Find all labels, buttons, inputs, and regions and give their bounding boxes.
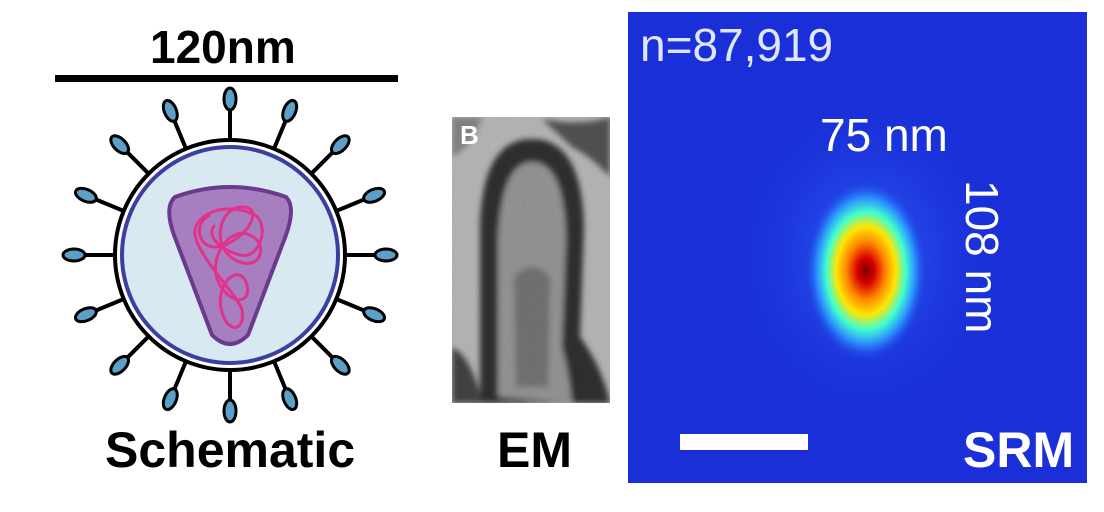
spike-stalk (92, 297, 125, 314)
srm-width-label: 75 nm (820, 109, 948, 161)
em-panel-letter: B (460, 120, 479, 150)
spike-stalk (123, 334, 151, 362)
spike-head (281, 387, 299, 412)
spike-head (161, 387, 179, 412)
spike-head (222, 86, 238, 112)
spike-stalk (123, 148, 151, 176)
spike-head (222, 398, 238, 424)
srm-height-label: 108 nm (956, 180, 1008, 334)
srm-scale-bar (680, 434, 808, 450)
spike-stalk (309, 334, 337, 362)
spike-head (109, 354, 131, 376)
spike-head (362, 186, 387, 204)
spike-head (161, 98, 179, 123)
spike-stalk (272, 117, 289, 150)
spike-head (329, 134, 351, 156)
spike-stalk (335, 297, 368, 314)
spike-stalk (335, 196, 368, 213)
spike-stalk (272, 360, 289, 393)
srm-heatmap (628, 12, 1087, 483)
spike-stalk (92, 196, 125, 213)
virus-schematic (61, 86, 399, 424)
spike-stalk (309, 148, 337, 176)
spike-stalk (171, 360, 188, 393)
spike-head (109, 134, 131, 156)
schematic-panel-label: Schematic (105, 422, 356, 478)
spike-stalk (171, 117, 188, 150)
genome-strand (193, 205, 264, 329)
spike-head (362, 306, 387, 324)
spike-head (73, 186, 98, 204)
spike-head (61, 247, 87, 263)
srm-localization-count: n=87,919 (640, 19, 834, 71)
srm-panel-label: SRM (963, 422, 1075, 478)
spike-head (281, 98, 299, 123)
scale-bar (55, 75, 398, 82)
spike-head (329, 354, 351, 376)
envelope-spikes (61, 86, 399, 424)
em-panel-label: EM (497, 422, 572, 478)
spike-head (373, 247, 399, 263)
spike-head (73, 306, 98, 324)
em-micrograph (452, 117, 610, 403)
scale-bar-label: 120nm (150, 21, 296, 73)
